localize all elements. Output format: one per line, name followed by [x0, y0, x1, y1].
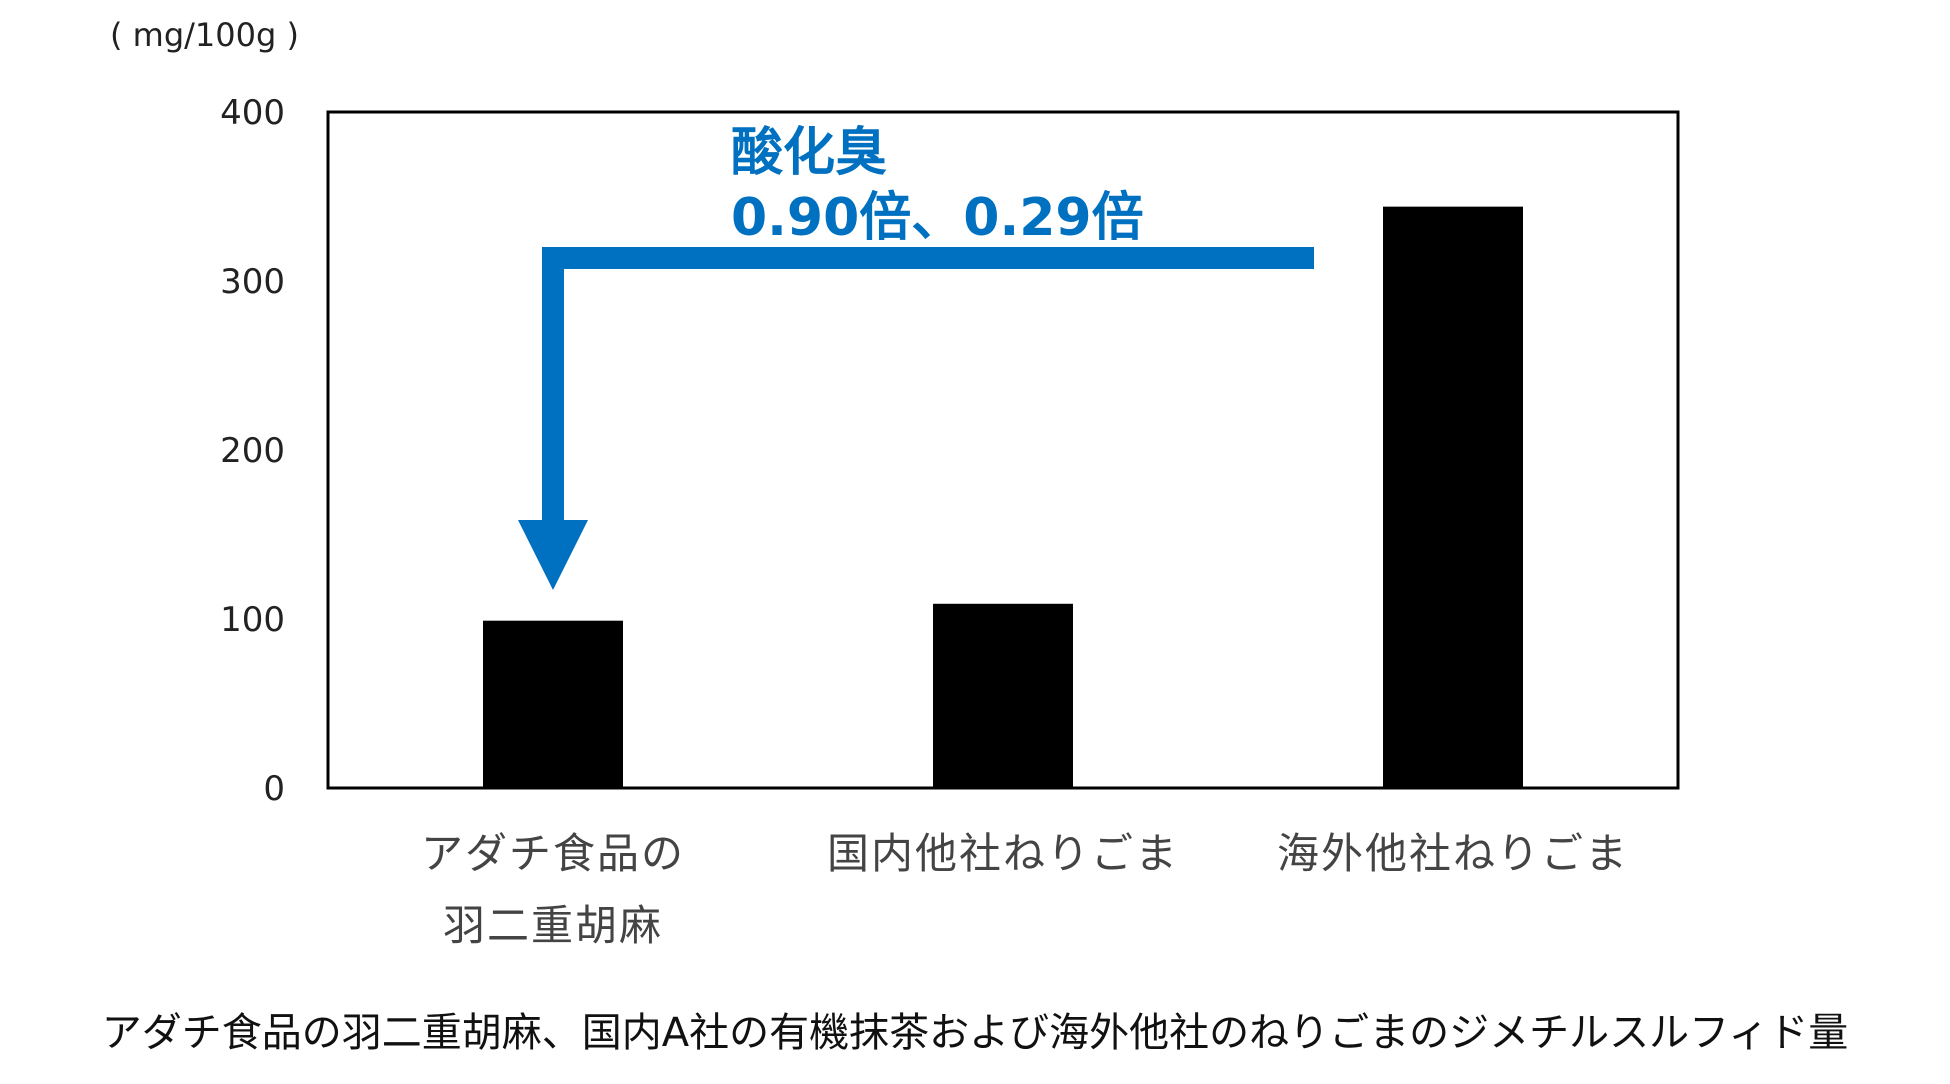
annotation-ratio-label: 0.90倍、0.29倍 — [731, 188, 1144, 248]
annotation-arrow-head — [518, 520, 588, 590]
annotation-title: 酸化臭 — [731, 123, 887, 183]
category-label: 海外他社ねりごま — [1277, 829, 1629, 878]
bar — [1383, 206, 1523, 788]
category-label: 羽二重胡麻 — [443, 901, 663, 950]
bar — [483, 620, 623, 788]
plot-frame — [326, 110, 1680, 790]
y-axis-unit-label: ( mg/100g ) — [110, 16, 299, 54]
y-tick-label: 0 — [263, 769, 285, 809]
y-tick-label: 300 — [220, 262, 285, 302]
category-label: アダチ食品の — [421, 829, 685, 878]
category-label: 国内他社ねりごま — [827, 829, 1179, 878]
annotation-arrow-line — [542, 247, 1314, 522]
y-tick-label: 400 — [220, 93, 285, 133]
bar — [933, 603, 1073, 788]
y-tick-label: 200 — [220, 431, 285, 471]
figure-caption: アダチ食品の羽二重胡麻、国内A社の有機抹茶および海外他社のねりごまのジメチルスル… — [101, 1010, 1849, 1056]
y-tick-label: 100 — [220, 600, 285, 640]
